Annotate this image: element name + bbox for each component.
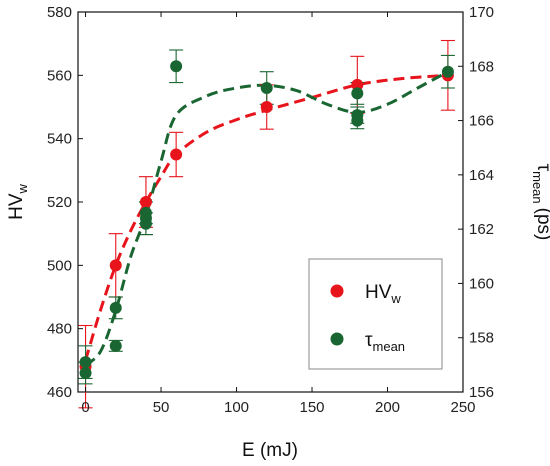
y-left-tick-label: 560 <box>47 67 72 84</box>
y-right-tick-label: 160 <box>469 275 494 292</box>
data-point-tau <box>139 206 152 219</box>
data-point-tau <box>351 114 364 127</box>
y-left-tick-label: 580 <box>47 4 72 21</box>
y-left-tick-label: 460 <box>47 384 72 401</box>
legend-label-tau: τmean <box>365 330 405 354</box>
y-right-tick-label: 164 <box>469 167 494 184</box>
data-point-tau <box>170 60 183 73</box>
legend-tau-sub: mean <box>373 339 406 354</box>
y-right-title-unit: (ps) <box>533 208 550 241</box>
x-tick-label: 100 <box>224 399 249 416</box>
x-tick-label: 50 <box>153 399 170 416</box>
data-point-hv <box>170 148 183 161</box>
legend-marker-hv <box>330 284 344 298</box>
legend-box <box>308 258 443 370</box>
data-point-tau <box>109 301 122 314</box>
data-point-hv <box>260 101 273 113</box>
y-left-tick-label: 520 <box>47 194 72 211</box>
x-axis: 0 50 100 150 200 250 <box>81 12 476 416</box>
data-point-tau <box>79 356 92 369</box>
y-right-tick-label: 158 <box>469 330 494 347</box>
x-tick-label: 0 <box>81 399 89 416</box>
y-left-tick-label: 540 <box>47 131 72 148</box>
y-left-axis-title: HVw <box>6 183 30 219</box>
x-tick-label: 150 <box>300 399 325 416</box>
legend-label-hv: HVw <box>365 282 401 306</box>
y-right-axis-title: τmean (ps) <box>530 164 550 241</box>
data-point-tau <box>260 82 273 94</box>
data-point-tau <box>441 65 454 78</box>
y-right-tick-label: 162 <box>469 221 494 238</box>
y-right-tick-label: 166 <box>469 113 494 130</box>
y-left-title-main: HV <box>6 193 27 220</box>
y-left-tick-label: 480 <box>47 321 72 338</box>
data-point-hv <box>139 196 152 208</box>
y-right-title-main: τ <box>533 164 550 172</box>
y-left-tick-label: 500 <box>47 257 72 274</box>
y-right-tick-label: 170 <box>469 4 494 21</box>
y-axis-left: 460 480 500 520 540 560 580 <box>47 4 83 401</box>
x-tick-label: 200 <box>375 399 400 416</box>
data-point-hv <box>351 78 364 91</box>
data-point-tau <box>351 87 364 100</box>
x-axis-title: E (mJ) <box>242 440 298 461</box>
y-axis-right: 156 158 160 162 164 166 168 170 <box>458 4 494 401</box>
data-point-tau <box>139 217 152 230</box>
data-point-tau <box>109 339 122 352</box>
data-point-tau <box>79 367 92 379</box>
data-point-hv <box>109 259 122 272</box>
legend: HVw τmean <box>308 258 443 370</box>
y-right-tick-label: 168 <box>469 58 494 75</box>
data-points <box>79 60 454 379</box>
y-left-title-sub: w <box>15 183 30 194</box>
legend-tau-main: τ <box>365 330 373 351</box>
fit-curve-tau <box>84 70 449 367</box>
legend-hv-sub: w <box>390 291 401 306</box>
y-right-tick-label: 156 <box>469 384 494 401</box>
x-tick-label: 250 <box>450 399 475 416</box>
legend-hv-main: HV <box>365 282 392 303</box>
y-right-title-sub: mean <box>530 171 545 204</box>
legend-marker-tau <box>330 332 344 346</box>
